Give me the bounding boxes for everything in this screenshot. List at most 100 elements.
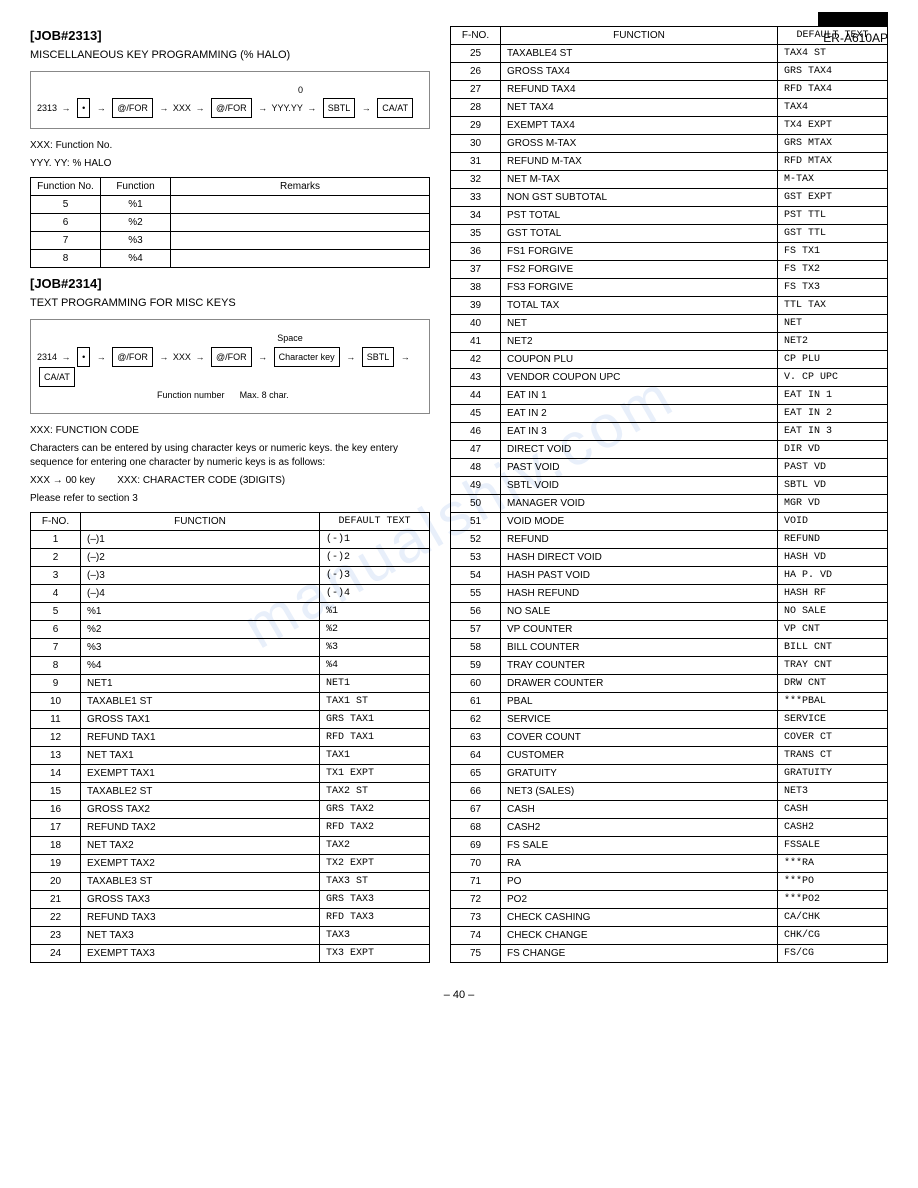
flow-step: XXX: [173, 103, 191, 113]
page-number: – 40 –: [30, 989, 888, 1001]
cell-function: NET TAX3: [81, 927, 320, 945]
flow-step: CA/AT: [39, 367, 75, 387]
cell-function: NET TAX2: [81, 837, 320, 855]
cell-function: GRATUITY: [501, 765, 778, 783]
cell-function: TAXABLE1 ST: [81, 693, 320, 711]
cell-fno: 58: [451, 639, 501, 657]
cell-function: TAXABLE4 ST: [501, 45, 778, 63]
cell-fno: 66: [451, 783, 501, 801]
cell-default: PST TTL: [778, 207, 888, 225]
cell-function: CASH2: [501, 819, 778, 837]
cell-fno: 43: [451, 369, 501, 387]
cell-fno: 41: [451, 333, 501, 351]
cell-function: GST TOTAL: [501, 225, 778, 243]
cell-function: TAXABLE3 ST: [81, 873, 320, 891]
cell-function: COVER COUNT: [501, 729, 778, 747]
cell-fno: 2: [31, 549, 81, 567]
cell-default: TAX4 ST: [778, 45, 888, 63]
table-row: 67CASHCASH: [451, 801, 888, 819]
cell-function: HASH REFUND: [501, 585, 778, 603]
legend-function-code: XXX: FUNCTION CODE: [30, 424, 430, 438]
cell-default: SBTL VD: [778, 477, 888, 495]
cell-function: (–)1: [81, 531, 320, 549]
table-row: 39TOTAL TAXTTL TAX: [451, 297, 888, 315]
cell-function: REFUND TAX2: [81, 819, 320, 837]
table-row: 33NON GST SUBTOTALGST EXPT: [451, 189, 888, 207]
cell-function: EXEMPT TAX1: [81, 765, 320, 783]
para2b: XXX: CHARACTER CODE (3DIGITS): [117, 475, 285, 486]
cell-default: VP CNT: [778, 621, 888, 639]
table-row: 45EAT IN 2EAT IN 2: [451, 405, 888, 423]
cell-function: NON GST SUBTOTAL: [501, 189, 778, 207]
cell-default: TAX2: [320, 837, 430, 855]
cell-fno: 63: [451, 729, 501, 747]
table-row: 73CHECK CASHINGCA/CHK: [451, 909, 888, 927]
table-row: 69FS SALEFSSALE: [451, 837, 888, 855]
table-row: 5%1: [31, 196, 430, 214]
cell-default: TRAY CNT: [778, 657, 888, 675]
cell-function: PO2: [501, 891, 778, 909]
flow-max-note: Max. 8 char.: [240, 390, 289, 400]
cell-fno: 45: [451, 405, 501, 423]
cell-default: M-TAX: [778, 171, 888, 189]
legend-xxx: XXX: Function No.: [30, 139, 430, 153]
flow-step: @/FOR: [211, 98, 252, 118]
cell-function: EXEMPT TAX3: [81, 945, 320, 963]
table-row: 10TAXABLE1 STTAX1 ST: [31, 693, 430, 711]
cell-fno: 75: [451, 945, 501, 963]
cell-function: EAT IN 3: [501, 423, 778, 441]
cell-default: NET: [778, 315, 888, 333]
cell-function: REFUND M-TAX: [501, 153, 778, 171]
cell-rem: [171, 196, 430, 214]
col-header: Function: [101, 178, 171, 196]
table-row: 12REFUND TAX1RFD TAX1: [31, 729, 430, 747]
cell-default: TAX1 ST: [320, 693, 430, 711]
flow-prefix: 2314: [37, 352, 57, 362]
table-row: 15TAXABLE2 STTAX2 ST: [31, 783, 430, 801]
table-row: 7%3%3: [31, 639, 430, 657]
table-row: 66NET3 (SALES)NET3: [451, 783, 888, 801]
cell-func: %1: [101, 196, 171, 214]
table-row: 70RA***RA: [451, 855, 888, 873]
table-row: 56NO SALENO SALE: [451, 603, 888, 621]
cell-default: NO SALE: [778, 603, 888, 621]
table-row: 34PST TOTALPST TTL: [451, 207, 888, 225]
table-row: 8%4: [31, 250, 430, 268]
cell-function: TAXABLE2 ST: [81, 783, 320, 801]
cell-function: FS CHANGE: [501, 945, 778, 963]
table-row: 65GRATUITYGRATUITY: [451, 765, 888, 783]
cell-function: EAT IN 2: [501, 405, 778, 423]
job2314-flow: Space 2314 → • → @/FOR → XXX → @/FOR → C…: [30, 319, 430, 414]
cell-function: %3: [81, 639, 320, 657]
cell-function: RA: [501, 855, 778, 873]
cell-function: DRAWER COUNTER: [501, 675, 778, 693]
cell-fno: 15: [31, 783, 81, 801]
cell-fno: 35: [451, 225, 501, 243]
cell-default: HASH VD: [778, 549, 888, 567]
cell-default: PAST VD: [778, 459, 888, 477]
para1: Characters can be entered by using chara…: [30, 442, 430, 470]
cell-fno: 20: [31, 873, 81, 891]
cell-fno: 26: [451, 63, 501, 81]
table-row: 58BILL COUNTERBILL CNT: [451, 639, 888, 657]
cell-default: RFD TAX1: [320, 729, 430, 747]
cell-function: FS3 FORGIVE: [501, 279, 778, 297]
table-row: 57VP COUNTERVP CNT: [451, 621, 888, 639]
cell-fno: 54: [451, 567, 501, 585]
cell-default: BILL CNT: [778, 639, 888, 657]
arrow-icon: →: [307, 100, 316, 116]
cell-function: NET TAX1: [81, 747, 320, 765]
cell-fno: 10: [31, 693, 81, 711]
cell-fno: 17: [31, 819, 81, 837]
cell-default: %4: [320, 657, 430, 675]
cell-default: (-)2: [320, 549, 430, 567]
arrow-icon: →: [62, 349, 71, 365]
cell-no: 6: [31, 214, 101, 232]
cell-fno: 33: [451, 189, 501, 207]
cell-fno: 68: [451, 819, 501, 837]
cell-function: NET: [501, 315, 778, 333]
table-row: 27REFUND TAX4RFD TAX4: [451, 81, 888, 99]
table-row: 51VOID MODEVOID: [451, 513, 888, 531]
cell-fno: 56: [451, 603, 501, 621]
cell-fno: 23: [31, 927, 81, 945]
